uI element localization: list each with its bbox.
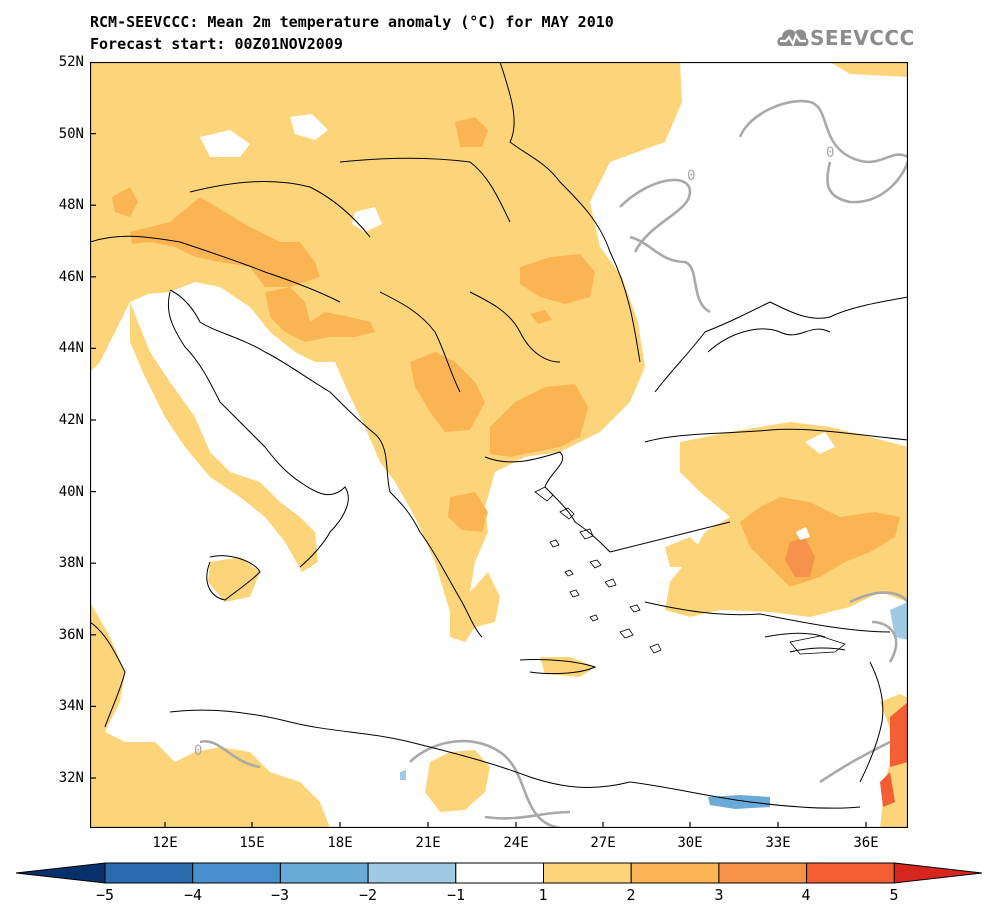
seevccc-logo: SEEVCCC — [776, 22, 914, 56]
colorbar — [15, 862, 983, 884]
colorbar-segment — [367, 862, 457, 884]
colorbar-label: −2 — [358, 886, 378, 904]
map-frame — [90, 62, 908, 828]
zero-contour-lines — [199, 99, 908, 828]
colorbar-segment — [806, 862, 895, 884]
colorbar-segment — [279, 862, 369, 884]
colorbar-segment — [15, 862, 106, 884]
colorbar-segment — [543, 862, 632, 884]
anomaly-neg-regions — [400, 770, 406, 780]
lon-label: 21E — [415, 835, 441, 851]
lat-label: 48N — [58, 197, 84, 213]
colorbar-label: 3 — [714, 886, 724, 904]
cloud-icon — [777, 29, 809, 47]
lat-label: 42N — [58, 412, 84, 428]
near-zero-regions — [158, 114, 835, 472]
lat-label: 52N — [58, 54, 84, 70]
colorbar-label: 1 — [538, 886, 548, 904]
lat-label: 36N — [58, 627, 84, 643]
aegean-islands — [534, 486, 846, 655]
anomaly-1-2-regions — [90, 62, 908, 828]
colorbar-label: 5 — [889, 886, 899, 904]
axis-ticks — [90, 62, 867, 828]
contour-label: 0 — [194, 743, 202, 759]
lon-label: 30E — [677, 835, 703, 851]
colorbar-segment — [718, 862, 808, 884]
colorbar-segment — [192, 862, 281, 884]
logo-text: SEEVCCC — [810, 26, 915, 50]
lon-label: 18E — [327, 835, 353, 851]
map-subtitle: Forecast start: 00Z01NOV2009 — [90, 35, 343, 53]
lat-label: 46N — [58, 269, 84, 285]
contour-label: 0 — [826, 145, 834, 161]
anomaly-4-5-region — [890, 702, 908, 767]
colorbar-label: −5 — [95, 886, 115, 904]
lat-label: 32N — [58, 770, 84, 786]
lon-label: 15E — [239, 835, 265, 851]
anomaly-neg-regions — [890, 602, 908, 640]
anomaly-map: 0 0 0 — [90, 62, 908, 828]
lon-label: 27E — [590, 835, 616, 851]
colorbar-segment — [630, 862, 720, 884]
lon-label: 33E — [765, 835, 791, 851]
colorbar-label: −1 — [446, 886, 466, 904]
lat-label: 34N — [58, 698, 84, 714]
colorbar-label: −3 — [270, 886, 290, 904]
lat-label: 38N — [58, 555, 84, 571]
anomaly-2-3-regions — [112, 117, 900, 587]
colorbar-segment — [893, 862, 983, 884]
colorbar-label: 2 — [626, 886, 636, 904]
map-title: RCM-SEEVCCC: Mean 2m temperature anomaly… — [90, 13, 614, 31]
lon-label: 36E — [853, 835, 879, 851]
anomaly-3-4-region — [785, 537, 815, 577]
colorbar-label: −4 — [183, 886, 203, 904]
near-zero-regions — [796, 527, 810, 540]
lat-label: 44N — [58, 340, 84, 356]
coastline-and-borders — [90, 62, 908, 809]
lon-label: 24E — [503, 835, 529, 851]
colorbar-segment — [104, 862, 194, 884]
lon-label: 12E — [152, 835, 178, 851]
colorbar-label: 4 — [801, 886, 811, 904]
colorbar-segment — [455, 862, 544, 884]
anomaly-4-5-region — [880, 772, 895, 807]
contour-label: 0 — [687, 168, 695, 184]
lat-label: 40N — [58, 484, 84, 500]
lat-label: 50N — [58, 126, 84, 142]
